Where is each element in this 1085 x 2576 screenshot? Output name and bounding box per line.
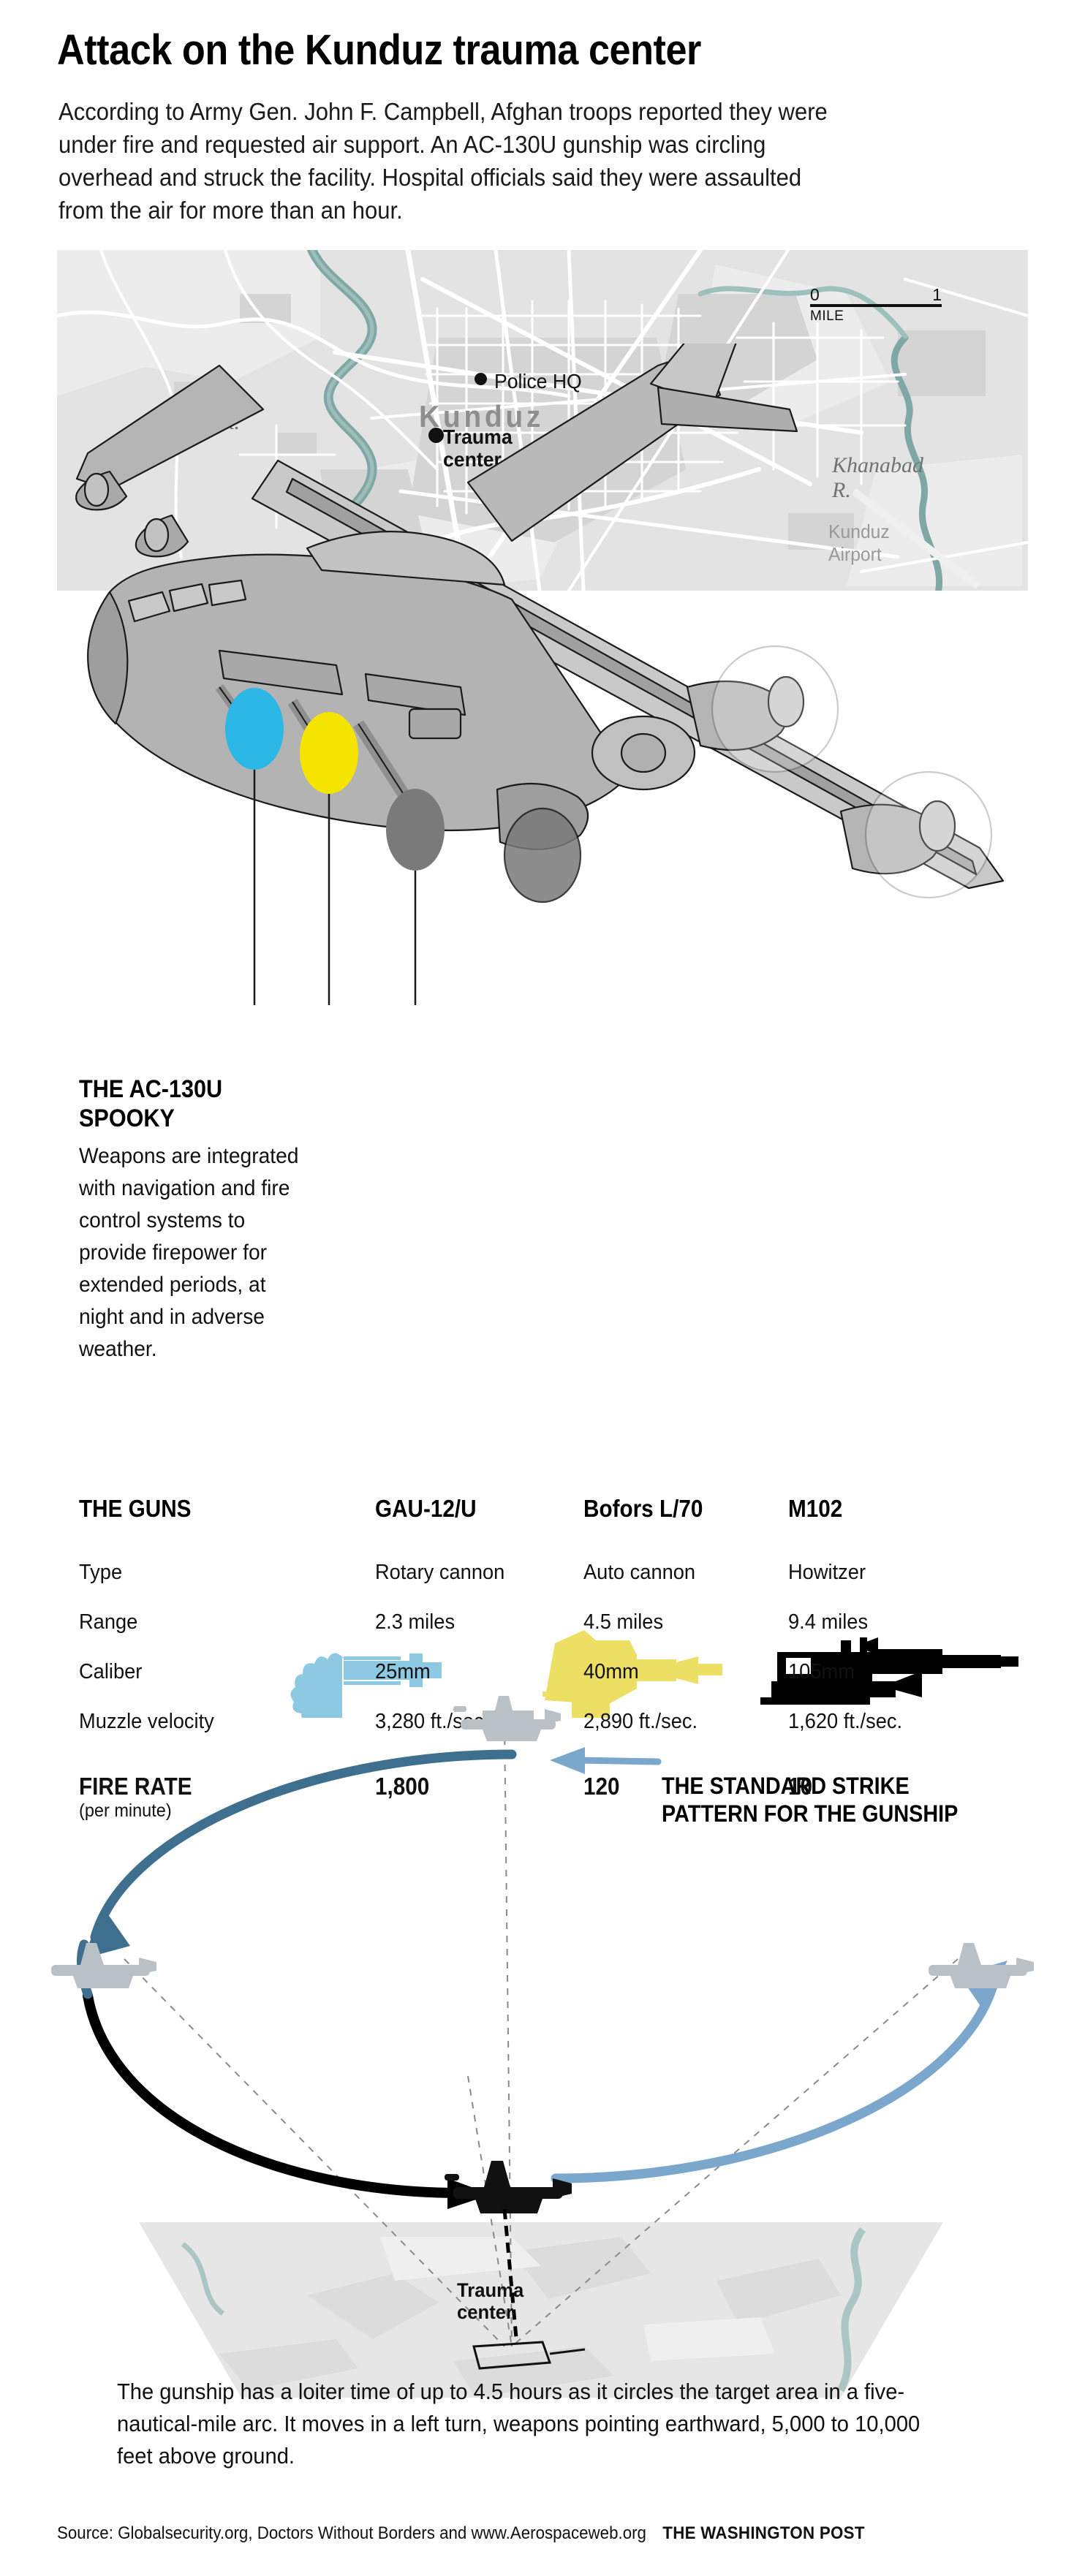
gun-icon-bofors-l70 [542,1630,722,1718]
cell-muzzle-bofors: 2,890 ft./sec. [583,1710,698,1733]
cell-type-gau: Rotary cannon [375,1561,505,1584]
aircraft-silhouette-right [929,1943,1034,1988]
aircraft-silhouette-left [51,1943,156,1988]
target-footprint [472,2341,586,2370]
scale-bar-line [810,304,942,307]
gun-icon-gau-12u [290,1653,442,1718]
scale-max: 1 [932,285,942,304]
map-marker-police-hq [475,373,487,385]
arc-dark-blue [90,1749,517,1942]
gun-column-2: Bofors L/70 [583,1495,703,1522]
aircraft-silhouette-top [453,1696,561,1741]
publisher-name: THE WASHINGTON POST [662,2523,865,2543]
ground-plane [139,2222,943,2398]
strike-trauma-label: Trauma center [457,2279,524,2323]
fire-rate-row: FIRE RATE (per minute) 1,800 120 10 [79,1773,1022,1822]
row-label-range: Range [79,1610,138,1634]
scale-min: 0 [810,285,820,304]
cell-range-m102: 9.4 miles [788,1610,869,1634]
source-text: Source: Globalsecurity.org, Doctors With… [57,2523,646,2543]
arc-light-blue [551,1976,999,2183]
cell-muzzle-m102: 1,620 ft./sec. [788,1710,903,1733]
marker-gau-12u [225,688,284,770]
gun-silhouettes [290,1630,1018,1718]
spooky-paragraph: Weapons are integrated with navigation a… [79,1144,299,1361]
strike-pattern-diagram [0,1667,1085,2485]
scale-unit: MILE [810,308,844,324]
cell-caliber-bofors: 40mm [583,1660,639,1683]
kunduz-map: Kunduz Kunduz R. Khanabad R. Kunduz Airpor… [57,250,1028,591]
marker-m102 [386,789,445,871]
fire-beam [502,2208,518,2338]
strike-pattern-graphic [51,1696,1034,2398]
fire-rate-label-group: FIRE RATE (per minute) [79,1773,232,1822]
cell-range-gau: 2.3 miles [375,1610,455,1634]
cell-caliber-m102: 105mm [788,1660,855,1683]
row-label-type: Type [79,1561,123,1584]
guns-header-row: THE GUNS GAU-12/U Bofors L/70 M102 [79,1495,1022,1545]
row-label-caliber: Caliber [79,1660,143,1683]
arc-black [83,1990,466,2198]
fire-rate-label: FIRE RATE [79,1773,192,1800]
cell-type-bofors: Auto cannon [583,1561,696,1584]
table-row: Range 2.3 miles 4.5 miles 9.4 miles [79,1610,1022,1660]
fire-rate-sublabel: (per minute) [79,1800,172,1821]
guns-section-label: THE GUNS [79,1495,192,1522]
fire-rate-bofors: 120 [583,1773,620,1800]
gun-column-1: GAU-12/U [375,1495,477,1522]
footer-divider [57,2507,1028,2508]
map-marker-trauma-center [428,428,444,443]
spooky-heading: THE AC-130U SPOOKY [79,1075,223,1132]
standfirst-paragraph: According to Army Gen. John F. Campbell,… [58,98,828,224]
strike-caption: The gunship has a loiter time of up to 4… [117,2379,920,2469]
cell-range-bofors: 4.5 miles [583,1610,664,1634]
cell-caliber-gau: 25mm [375,1660,431,1683]
aircraft-silhouette-center-firing [445,2161,572,2213]
fire-rate-gau: 1,800 [375,1773,430,1800]
source-line: Source: Globalsecurity.org, Doctors With… [57,2523,968,2544]
page-title: Attack on the Kunduz trauma center [57,26,701,74]
cell-type-m102: Howitzer [788,1561,866,1584]
row-label-muzzle-velocity: Muzzle velocity [79,1710,214,1733]
marker-bofors [300,712,358,794]
gun-column-3: M102 [788,1495,843,1522]
strike-pattern-heading: THE STANDARD STRIKE PATTERN FOR THE GUNS… [662,1773,959,1827]
gun-icon-m102 [760,1637,1018,1705]
table-row: Caliber 25mm 40mm 105mm [79,1660,1022,1710]
map-scale-bar: 0 1 MILE [810,285,942,325]
table-row: Type Rotary cannon Auto cannon Howitzer [79,1561,1022,1610]
fire-rate-m102: 10 [788,1773,813,1800]
